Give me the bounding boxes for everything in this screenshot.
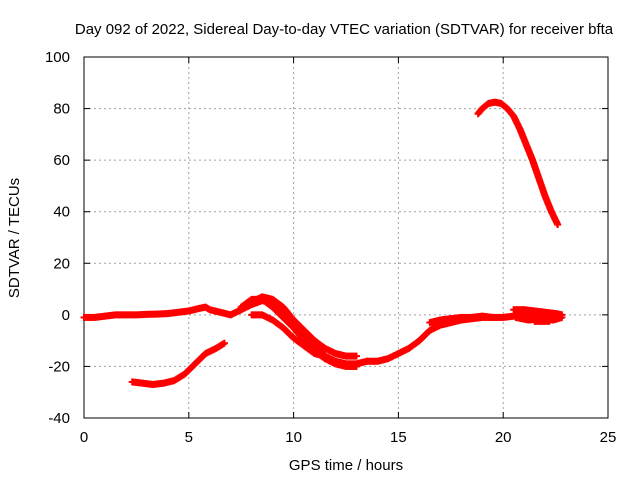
- y-tick-label: 40: [53, 204, 70, 221]
- trace-segment: [312, 350, 328, 360]
- trace-segment: [535, 176, 549, 199]
- trace-segment: [532, 317, 552, 325]
- trace-segment: [161, 377, 177, 387]
- x-tick-labels: 0 5 10 15 20 25: [80, 429, 617, 446]
- plot-frame: [83, 56, 609, 419]
- trace-segment: [92, 312, 108, 321]
- trace-segment: [207, 306, 223, 316]
- trace-segment: [396, 345, 412, 357]
- x-tick-label: 5: [185, 429, 193, 446]
- y-tick-label: -40: [48, 410, 70, 427]
- x-tick-label: 15: [390, 429, 407, 446]
- trace-segment: [406, 338, 422, 352]
- trace-segment: [102, 311, 118, 320]
- data-points: [80, 98, 566, 388]
- y-axis-label: SDTVAR / TECUs: [6, 178, 23, 298]
- y-tick-label: 20: [53, 255, 70, 272]
- y-tick-labels: -40 -20 0 20 40 60 80 100: [45, 49, 70, 427]
- trace-segment: [238, 299, 255, 313]
- trace-segment: [213, 340, 227, 352]
- x-tick-label: 10: [285, 429, 302, 446]
- trace-segment: [542, 194, 555, 214]
- trace-segment: [529, 158, 542, 181]
- track-low-arc: [128, 339, 228, 388]
- trace-segment: [182, 361, 198, 377]
- y-tick-label: -20: [48, 358, 70, 375]
- trace-segment: [548, 209, 561, 227]
- trace-segment: [280, 325, 297, 341]
- y-tick-label: 60: [53, 152, 70, 169]
- trace-segment: [343, 352, 359, 360]
- y-tick-label: 100: [45, 49, 70, 66]
- trace-segment: [270, 304, 286, 320]
- y-tick-label: 0: [62, 307, 70, 324]
- x-tick-label: 20: [495, 429, 512, 446]
- y-tick-label: 80: [53, 101, 70, 118]
- x-tick-label: 25: [600, 429, 617, 446]
- axis-ticks: [83, 56, 609, 419]
- x-axis-label: GPS time / hours: [289, 457, 403, 474]
- trace-segment: [259, 312, 275, 323]
- track-recovery-upper: [426, 312, 497, 327]
- chart-title: Day 092 of 2022, Sidereal Day-to-day VTE…: [75, 21, 614, 38]
- trace-segment: [510, 114, 523, 132]
- trace-segment: [280, 314, 297, 331]
- trace-segment: [516, 126, 530, 147]
- x-tick-label: 0: [80, 429, 88, 446]
- trace-segment: [469, 312, 485, 321]
- trace-segment: [480, 312, 495, 321]
- trace-segment: [165, 308, 181, 317]
- trace-segment: [523, 142, 536, 163]
- track-branch-4: [248, 311, 329, 360]
- trace-segment: [301, 330, 318, 349]
- track-high: [474, 98, 562, 229]
- track-late-cluster: [510, 306, 566, 325]
